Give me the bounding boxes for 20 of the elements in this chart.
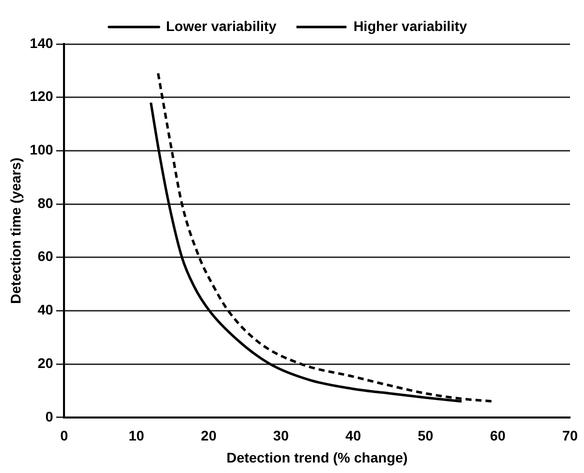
- x-tick-label: 60: [490, 428, 506, 444]
- y-tick-label: 0: [45, 408, 54, 424]
- y-tick-label: 120: [30, 88, 54, 104]
- x-axis-title: Detection trend (% change): [226, 449, 408, 466]
- legend-label: Lower variability: [166, 18, 277, 34]
- x-tick-label: 30: [273, 428, 289, 444]
- y-tick-label: 20: [38, 354, 54, 371]
- legend-label: Higher variability: [353, 18, 468, 34]
- y-tick-label: 60: [38, 248, 54, 264]
- x-tick-label: 50: [418, 428, 434, 444]
- x-tick-label: 10: [128, 428, 144, 444]
- y-tick-label: 40: [38, 302, 54, 318]
- x-tick-label: 0: [60, 428, 68, 444]
- y-tick-label: 140: [30, 34, 54, 51]
- x-tick-label: 70: [562, 428, 578, 444]
- x-tick-label: 20: [200, 428, 217, 444]
- y-tick-label: 80: [38, 194, 54, 211]
- y-axis-title: Detection time (years): [7, 158, 24, 304]
- y-tick-label: 100: [30, 142, 54, 158]
- x-tick-label: 40: [345, 428, 362, 444]
